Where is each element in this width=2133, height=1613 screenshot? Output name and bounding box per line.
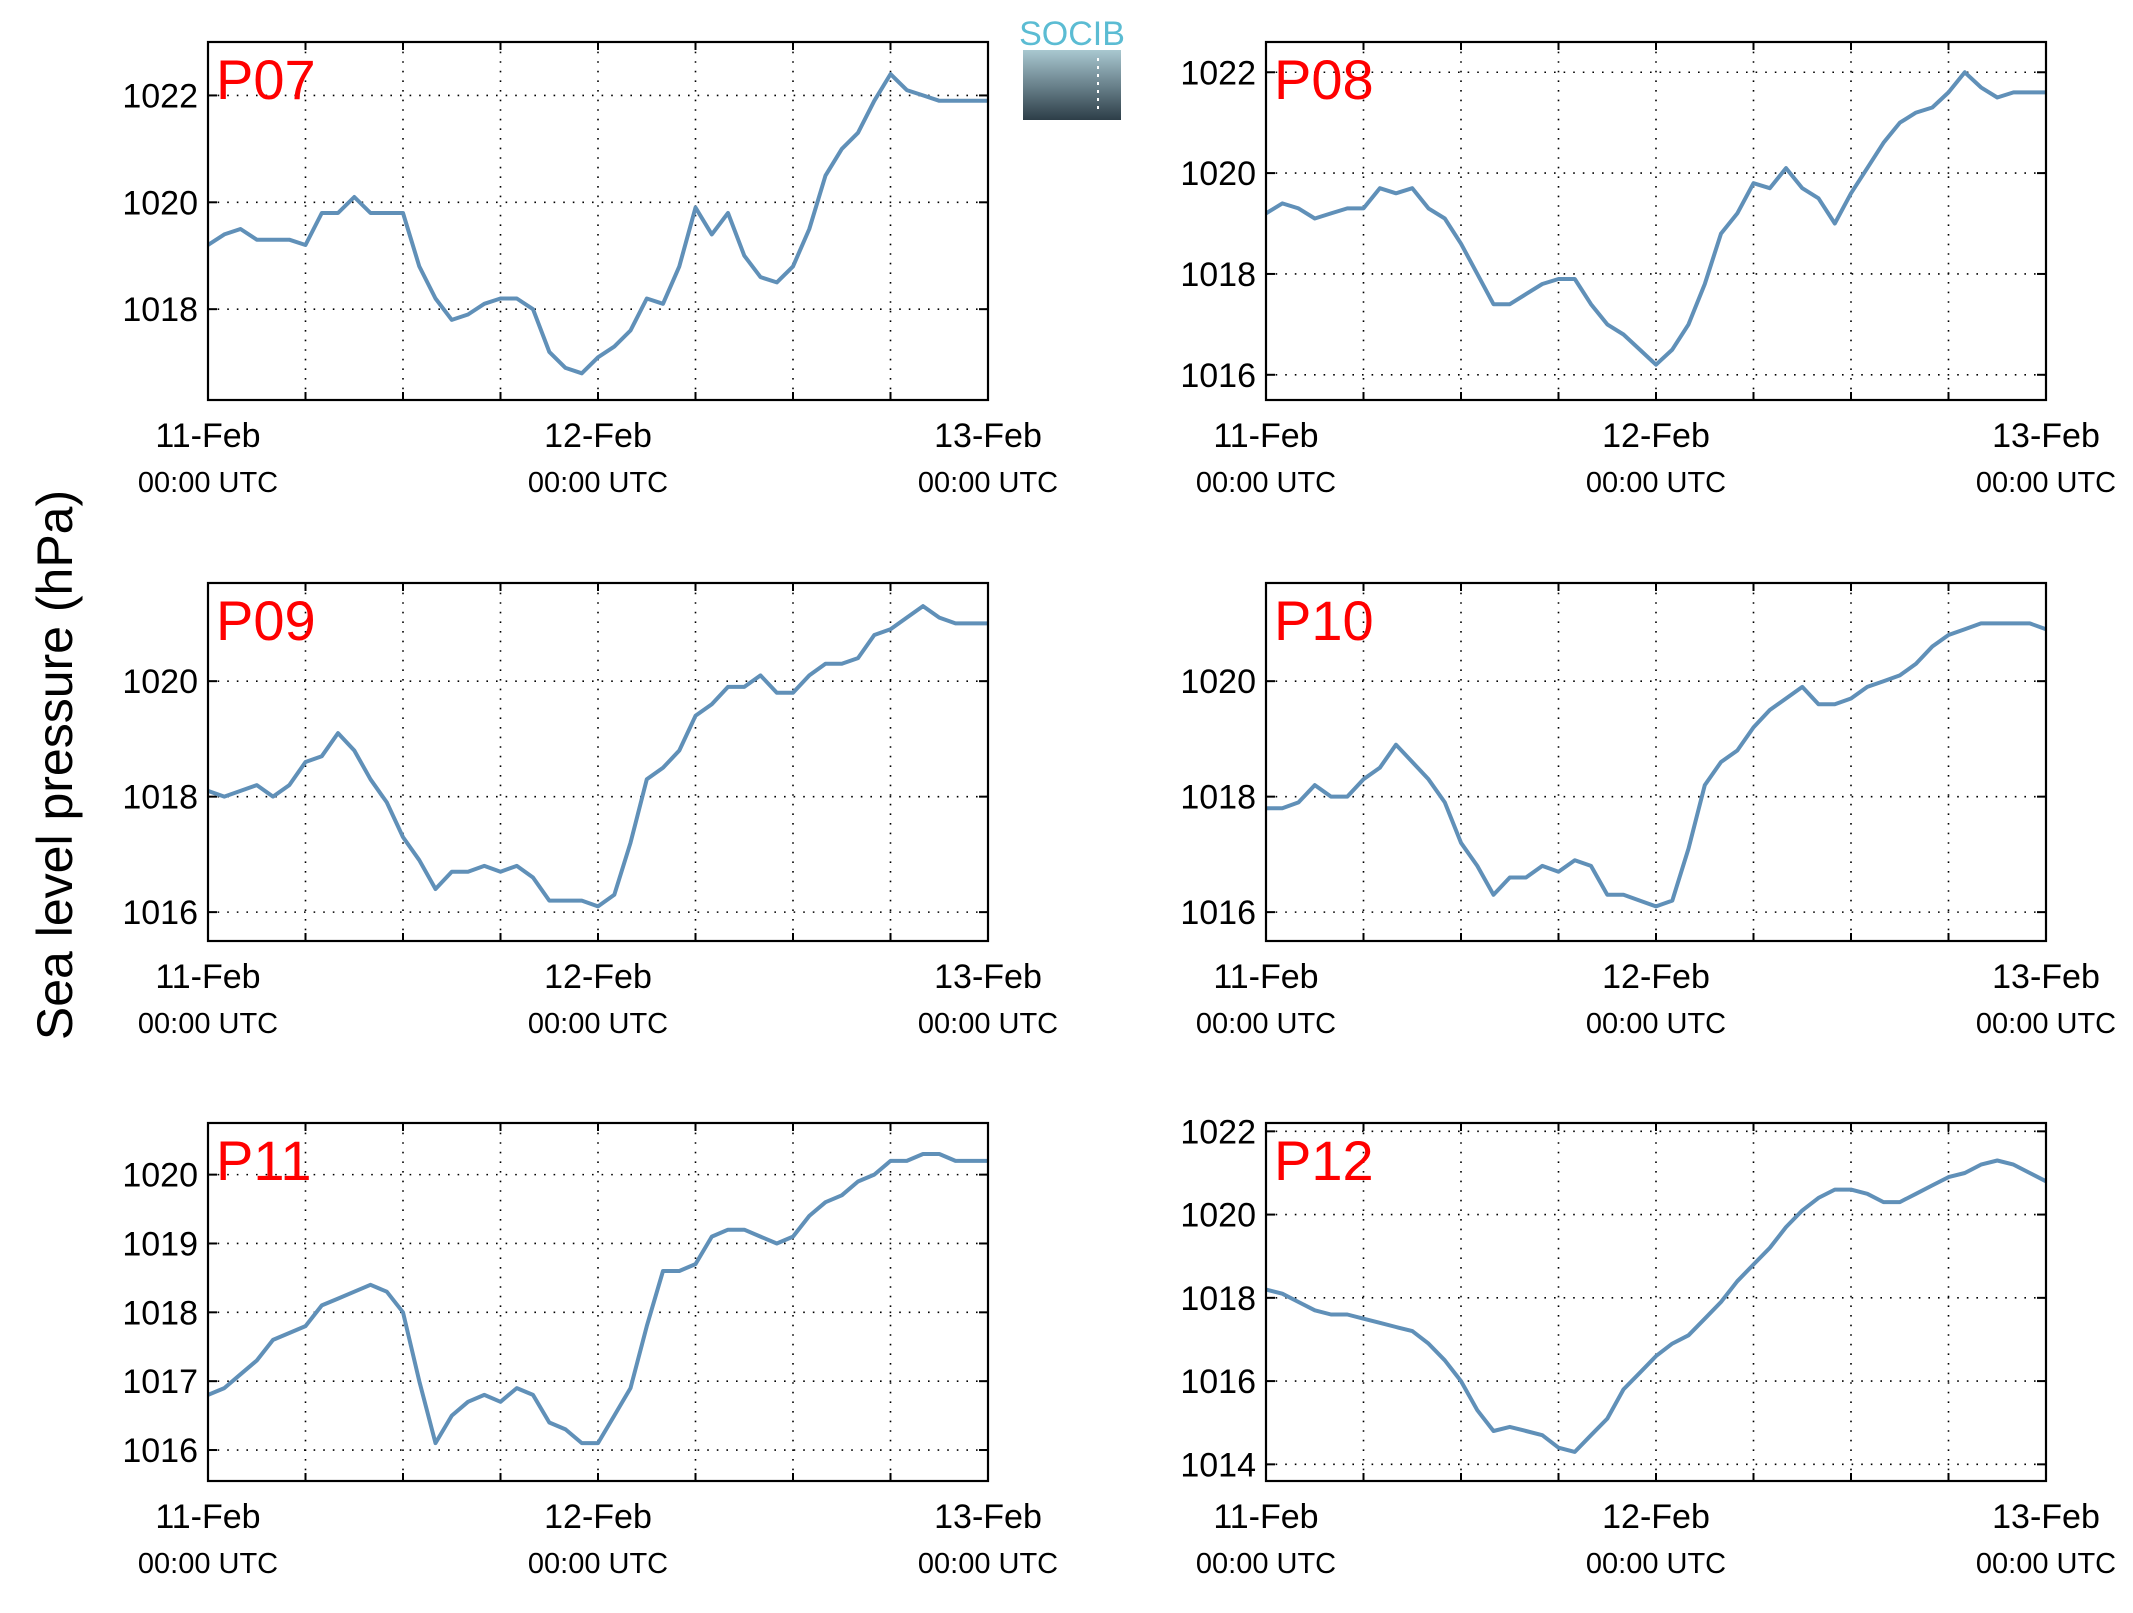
y-tick-label: 1016 <box>1180 1363 1256 1401</box>
x-tick-label-time: 00:00 UTC <box>138 1548 278 1580</box>
panel-p11: 1016 1017 1018 1019 1020 11-Feb 00:00 UTC 12-Fe… <box>122 1121 1058 1580</box>
y-tick-label: 1020 <box>1180 155 1256 193</box>
x-tick-label-date: 11-Feb <box>155 958 260 996</box>
x-tick-label-time: 00:00 UTC <box>138 467 278 499</box>
axes-frame <box>1264 40 2048 402</box>
y-tick-label: 1016 <box>1180 894 1256 932</box>
x-tick-label-time: 00:00 UTC <box>138 1008 278 1040</box>
data-line-p09 <box>208 604 988 909</box>
y-tick-label: 1018 <box>1180 1280 1256 1318</box>
x-tick-label-time: 00:00 UTC <box>1196 467 1336 499</box>
y-tick-label: 1022 <box>1180 54 1256 92</box>
panel-title: P07 <box>216 48 316 111</box>
axes-frame <box>1264 581 2048 943</box>
panel-title: P12 <box>1274 1129 1374 1192</box>
x-tick-label-time: 00:00 UTC <box>1586 1548 1726 1580</box>
x-tick-label-date: 12-Feb <box>544 417 652 455</box>
x-tick-label-time: 00:00 UTC <box>1586 1008 1726 1040</box>
socib-logo: SOCIB <box>1019 15 1125 120</box>
y-tick-label: 1016 <box>122 1432 198 1470</box>
panel-title: P10 <box>1274 589 1374 652</box>
panel-title: P11 <box>216 1129 311 1192</box>
x-tick-label-time: 00:00 UTC <box>1196 1548 1336 1580</box>
y-tick-label: 1020 <box>1180 663 1256 701</box>
data-line-p10 <box>1266 621 2046 909</box>
x-tick-label-date: 12-Feb <box>1602 958 1710 996</box>
x-tick-label-time: 00:00 UTC <box>528 467 668 499</box>
x-tick-label-time: 00:00 UTC <box>1976 467 2116 499</box>
y-tick-label: 1018 <box>1180 256 1256 294</box>
x-tick-label-date: 13-Feb <box>1992 1498 2100 1536</box>
data-line-p08 <box>1266 70 2046 367</box>
x-tick-label-date: 13-Feb <box>934 417 1042 455</box>
data-line-p12 <box>1266 1158 2046 1454</box>
x-tick-label-date: 11-Feb <box>1213 417 1318 455</box>
x-tick-label-time: 00:00 UTC <box>918 467 1058 499</box>
x-tick-label-date: 11-Feb <box>155 417 260 455</box>
panel-p09: 1016 1018 1020 11-Feb 00:00 UTC 12-Feb 00:00 U… <box>122 581 1058 1040</box>
data-line-p11 <box>208 1152 988 1446</box>
data-line-p07 <box>208 72 988 376</box>
y-tick-label: 1018 <box>1180 779 1256 817</box>
y-tick-label: 1014 <box>1180 1446 1256 1484</box>
x-tick-label-date: 12-Feb <box>1602 1498 1710 1536</box>
y-tick-label: 1018 <box>122 779 198 817</box>
x-tick-label-date: 13-Feb <box>934 1498 1042 1536</box>
axes-frame <box>206 40 990 402</box>
x-tick-label-time: 00:00 UTC <box>1976 1008 2116 1040</box>
y-tick-label: 1022 <box>1180 1113 1256 1151</box>
panel-p08: 1016 1018 1020 1022 11-Feb 00:00 UTC 12-Feb 00:… <box>1180 40 2116 499</box>
y-tick-label: 1016 <box>1180 357 1256 395</box>
x-tick-label-time: 00:00 UTC <box>528 1008 668 1040</box>
x-tick-label-date: 13-Feb <box>1992 417 2100 455</box>
y-tick-label: 1022 <box>122 77 198 115</box>
x-tick-label-date: 12-Feb <box>1602 417 1710 455</box>
x-tick-label-time: 00:00 UTC <box>1586 467 1726 499</box>
axes-frame <box>1264 1121 2048 1483</box>
panel-p10: 1016 1018 1020 11-Feb 00:00 UTC 12-Feb 00:00 U… <box>1180 581 2116 1040</box>
x-tick-label-date: 12-Feb <box>544 958 652 996</box>
y-tick-label: 1017 <box>122 1363 198 1401</box>
y-tick-label: 1020 <box>122 184 198 222</box>
y-tick-label: 1020 <box>1180 1197 1256 1235</box>
y-tick-label: 1018 <box>122 1294 198 1332</box>
x-tick-label-time: 00:00 UTC <box>528 1548 668 1580</box>
x-tick-label-date: 11-Feb <box>1213 1498 1318 1536</box>
y-tick-label: 1020 <box>122 663 198 701</box>
panel-p12: 1014 1016 1018 1020 1022 11-Feb 00:00 UTC 12-Fe… <box>1180 1113 2116 1580</box>
x-tick-label-time: 00:00 UTC <box>1976 1548 2116 1580</box>
y-axis-label: Sea level pressure (hPa) <box>27 490 83 1040</box>
x-tick-label-date: 13-Feb <box>1992 958 2100 996</box>
x-tick-label-time: 00:00 UTC <box>1196 1008 1336 1040</box>
x-tick-label-date: 11-Feb <box>1213 958 1318 996</box>
y-tick-label: 1018 <box>122 291 198 329</box>
y-tick-label: 1020 <box>122 1157 198 1195</box>
y-tick-label: 1019 <box>122 1225 198 1263</box>
axes-frame <box>206 1121 990 1483</box>
x-tick-label-time: 00:00 UTC <box>918 1548 1058 1580</box>
axes-frame <box>206 581 990 943</box>
x-tick-label-date: 11-Feb <box>155 1498 260 1536</box>
logo-text: SOCIB <box>1019 15 1125 53</box>
x-tick-label-date: 13-Feb <box>934 958 1042 996</box>
panel-p07: 1018 1020 1022 11-Feb 00:00 UTC 12-Feb 00:00 U… <box>122 40 1058 499</box>
panel-title: P08 <box>1274 48 1374 111</box>
x-tick-label-date: 12-Feb <box>544 1498 652 1536</box>
y-tick-label: 1016 <box>122 894 198 932</box>
panel-title: P09 <box>216 589 316 652</box>
x-tick-label-time: 00:00 UTC <box>918 1008 1058 1040</box>
